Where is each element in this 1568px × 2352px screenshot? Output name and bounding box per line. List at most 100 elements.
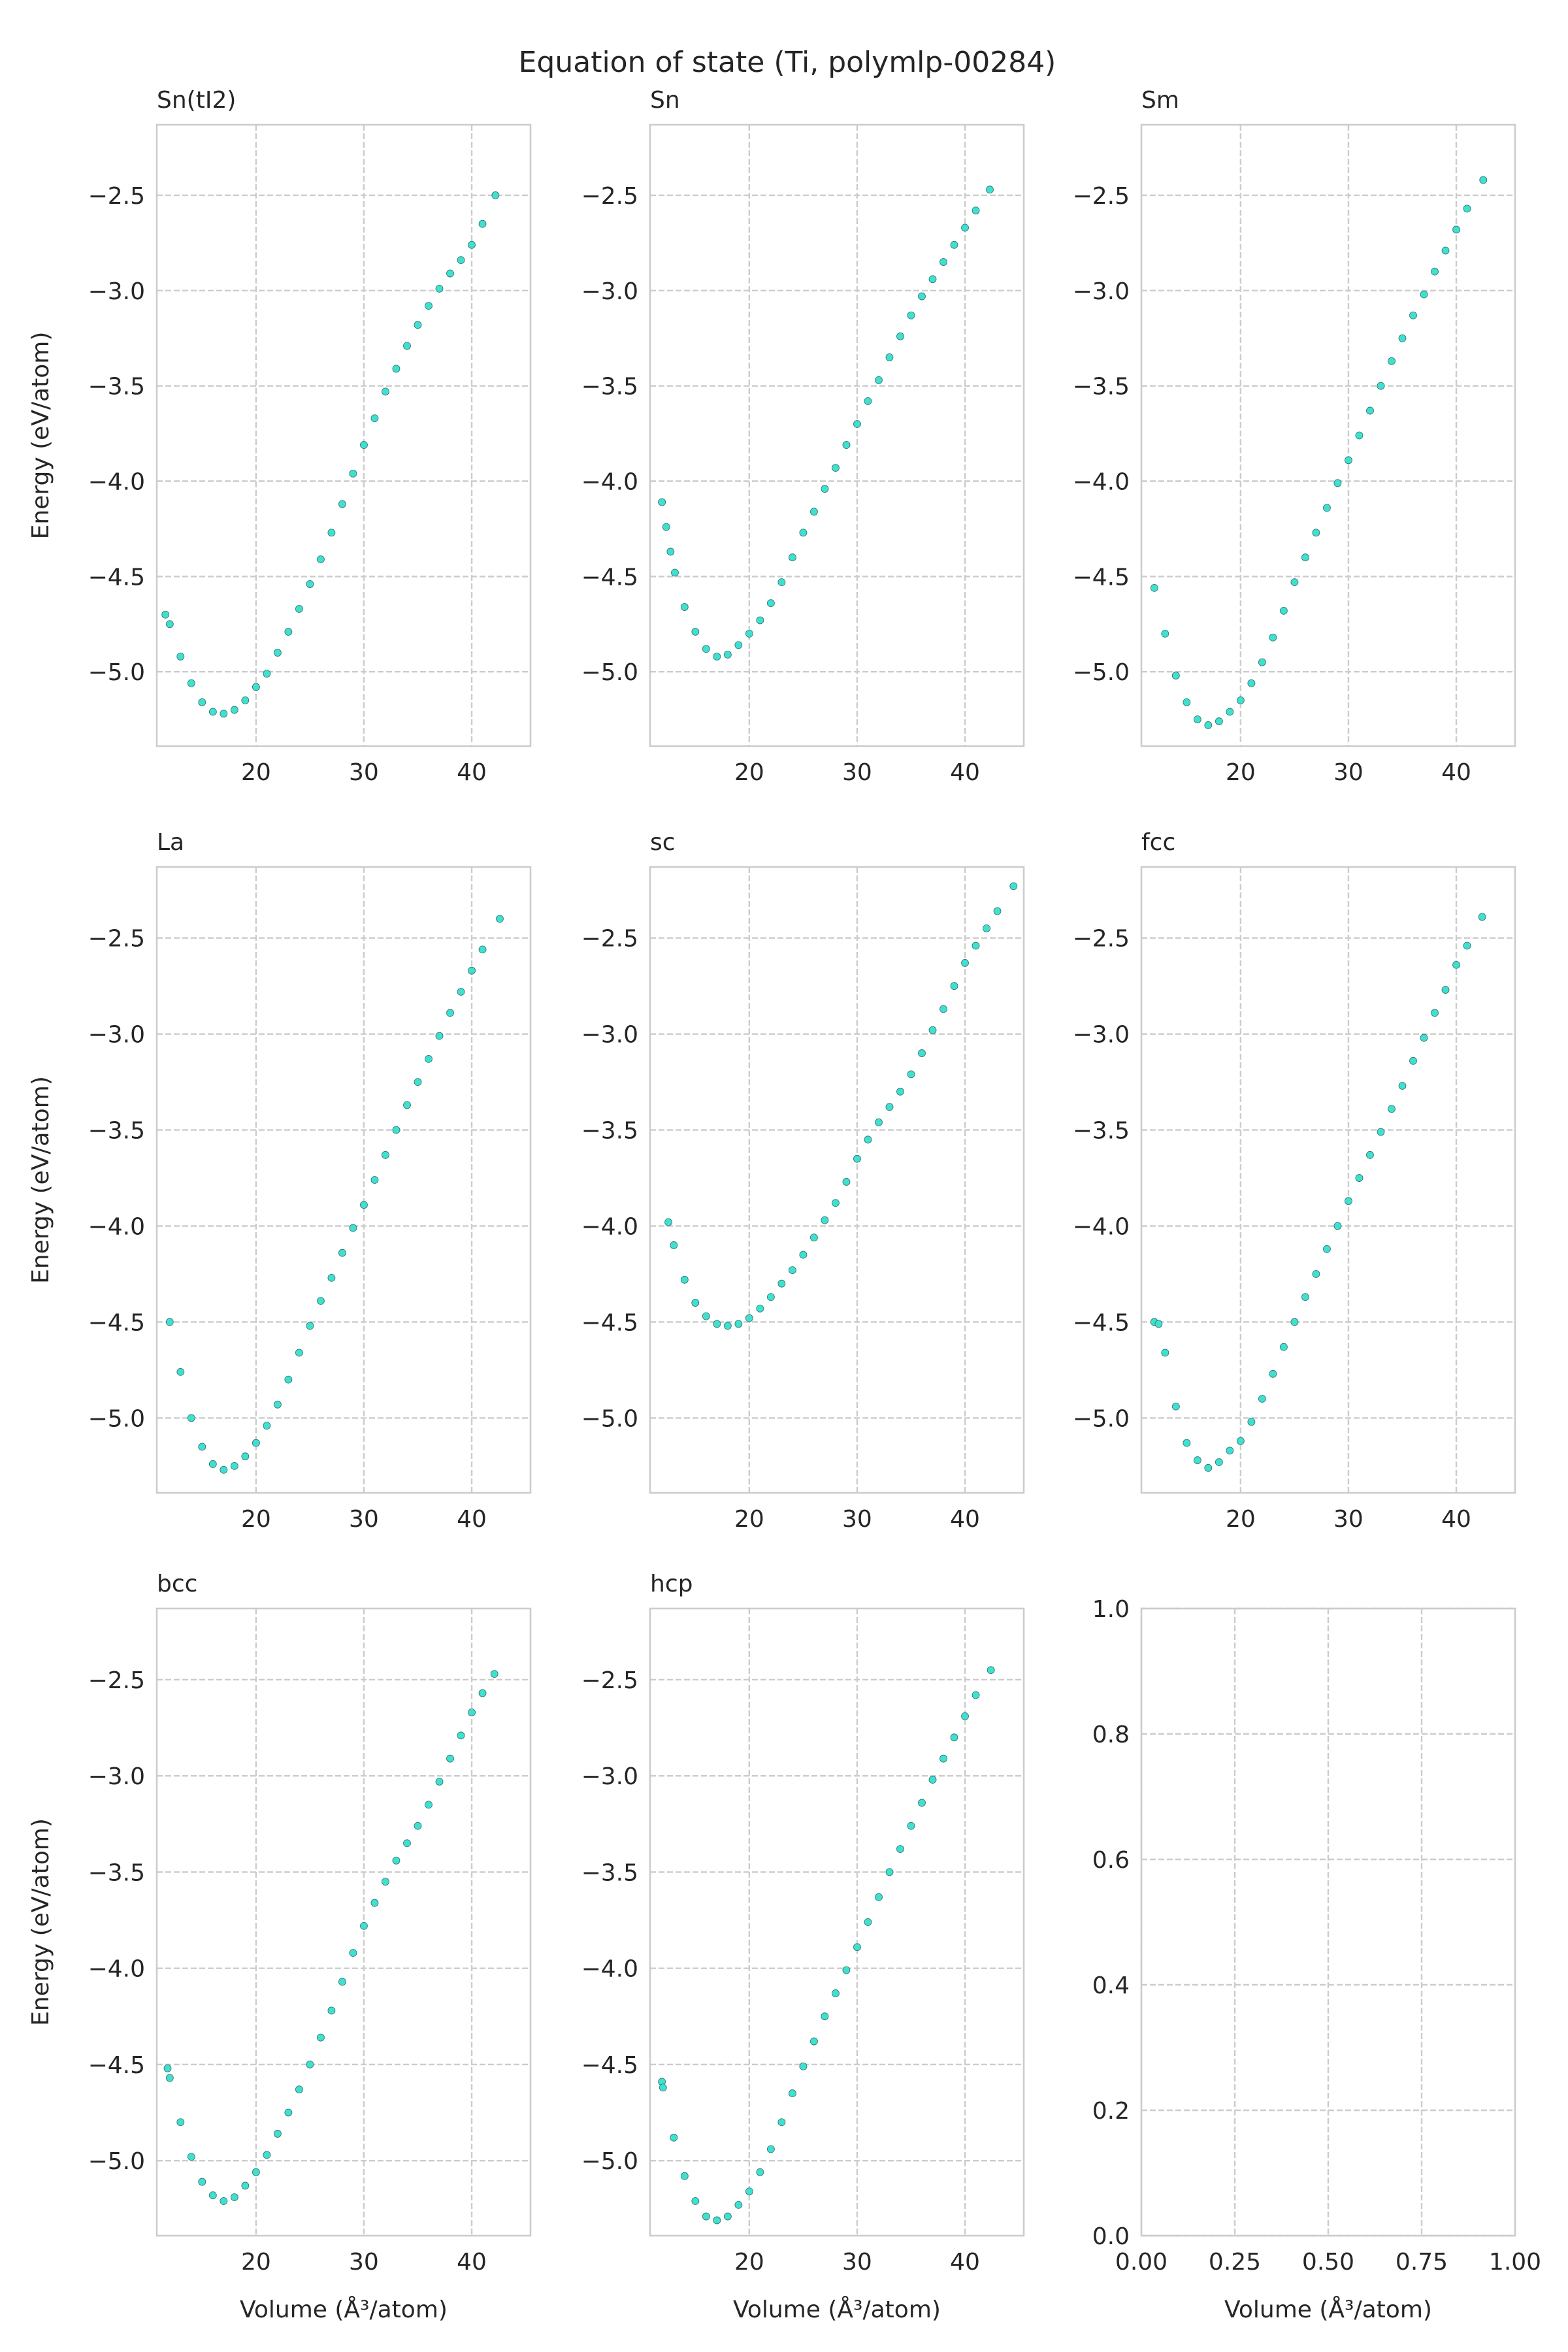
data-point — [680, 2172, 689, 2180]
data-point — [702, 2212, 710, 2221]
y-tick-label: −4.5 — [581, 564, 638, 591]
y-axis-label: Energy (eV/atom) — [27, 1076, 54, 1284]
y-tick-label: −3.5 — [88, 1118, 145, 1145]
subplot-title: bcc — [157, 1571, 197, 1597]
data-point — [734, 1320, 743, 1328]
data-point — [939, 1754, 947, 1763]
data-point — [864, 397, 872, 405]
data-point — [789, 1266, 796, 1275]
data-point — [907, 1070, 915, 1079]
data-point — [842, 441, 851, 449]
data-point — [252, 683, 260, 691]
data-point — [1193, 715, 1201, 724]
data-point — [1236, 696, 1245, 704]
data-point — [1312, 529, 1320, 537]
data-point — [1441, 246, 1450, 255]
x-tick-label: 20 — [241, 759, 271, 786]
subplot-title: Sm — [1141, 87, 1179, 114]
subplot-sm: 20 30 40 −5.0 −4.5 −4.0 −3.5 −3.0 −2.5 Sm — [1073, 87, 1516, 786]
data-point — [821, 1216, 829, 1224]
x-tick-label: 0.00 — [1115, 2249, 1168, 2276]
data-point — [1280, 1343, 1288, 1351]
data-point — [713, 2216, 721, 2225]
y-tick-label: −3.5 — [581, 374, 638, 400]
data-point — [198, 1443, 206, 1451]
data-point — [875, 1893, 883, 1901]
data-point — [928, 1776, 937, 1784]
data-point — [756, 2168, 764, 2176]
data-point — [1171, 672, 1180, 679]
data-point — [853, 1154, 861, 1163]
data-point — [176, 1367, 185, 1376]
x-tick-label: 40 — [950, 1506, 980, 1533]
data-point — [950, 982, 958, 990]
data-point — [821, 2012, 829, 2021]
x-tick-label: 20 — [241, 1506, 271, 1533]
data-point — [680, 603, 689, 611]
data-point — [1183, 698, 1191, 706]
data-point — [295, 1348, 303, 1357]
data-point — [435, 1778, 444, 1786]
data-point — [1247, 1418, 1256, 1426]
data-point — [1204, 721, 1213, 729]
axes-frame — [649, 866, 1025, 1494]
data-point — [382, 1151, 389, 1159]
y-tick-label: −3.5 — [1073, 1118, 1130, 1145]
data-point — [670, 1241, 678, 1249]
y-tick-label: −5.0 — [581, 659, 638, 686]
x-tick-label: 30 — [1333, 1506, 1364, 1533]
data-point — [1236, 1437, 1245, 1445]
data-point — [220, 2197, 228, 2205]
data-point — [1345, 1197, 1352, 1205]
data-point — [1441, 986, 1450, 994]
data-point — [1215, 717, 1223, 725]
data-point — [777, 1279, 786, 1288]
x-tick-label: 40 — [457, 1506, 487, 1533]
y-tick-label: −5.0 — [1073, 659, 1130, 686]
data-point — [327, 529, 336, 537]
data-point — [1226, 708, 1234, 716]
y-tick-label: −3.0 — [1073, 1022, 1130, 1049]
data-point — [284, 628, 293, 636]
axes-frame — [155, 866, 532, 1494]
data-point — [163, 2064, 172, 2072]
data-point — [370, 1899, 379, 1907]
data-point — [961, 1712, 969, 1720]
data-point — [832, 464, 840, 472]
data-point — [1398, 334, 1407, 342]
data-point — [1377, 1128, 1385, 1136]
data-point — [745, 629, 753, 638]
data-point — [176, 652, 185, 661]
y-tick-label: −3.0 — [1073, 278, 1130, 305]
data-point — [832, 1989, 840, 1997]
data-point — [939, 258, 947, 266]
y-tick-label: 1.0 — [1092, 1596, 1130, 1623]
data-point — [1388, 357, 1396, 365]
data-point — [468, 966, 476, 975]
data-point — [1258, 658, 1266, 666]
x-tick-label: 0.25 — [1209, 2249, 1261, 2276]
data-point — [1269, 1369, 1277, 1378]
data-point — [435, 1032, 444, 1040]
data-point — [263, 670, 271, 678]
y-tick-label: −5.0 — [581, 1405, 638, 1432]
data-point — [723, 1322, 732, 1330]
y-tick-label: 0.8 — [1092, 1722, 1130, 1748]
y-tick-label: −3.0 — [581, 1763, 638, 1790]
data-point — [491, 191, 500, 199]
x-tick-label: 0.75 — [1396, 2249, 1448, 2276]
data-point — [414, 1078, 422, 1086]
data-point — [457, 256, 465, 265]
y-tick-label: 0.0 — [1092, 2223, 1130, 2250]
data-point — [928, 1026, 937, 1034]
y-tick-label: −5.0 — [1073, 1405, 1130, 1432]
data-point — [1431, 267, 1439, 276]
data-point — [1150, 583, 1158, 592]
data-point — [208, 2191, 217, 2200]
data-point — [273, 1400, 282, 1409]
y-tick-label: −2.5 — [1073, 926, 1130, 953]
data-point — [241, 696, 250, 704]
data-point — [1388, 1105, 1396, 1113]
data-point — [1226, 1446, 1234, 1455]
data-point — [972, 206, 980, 215]
